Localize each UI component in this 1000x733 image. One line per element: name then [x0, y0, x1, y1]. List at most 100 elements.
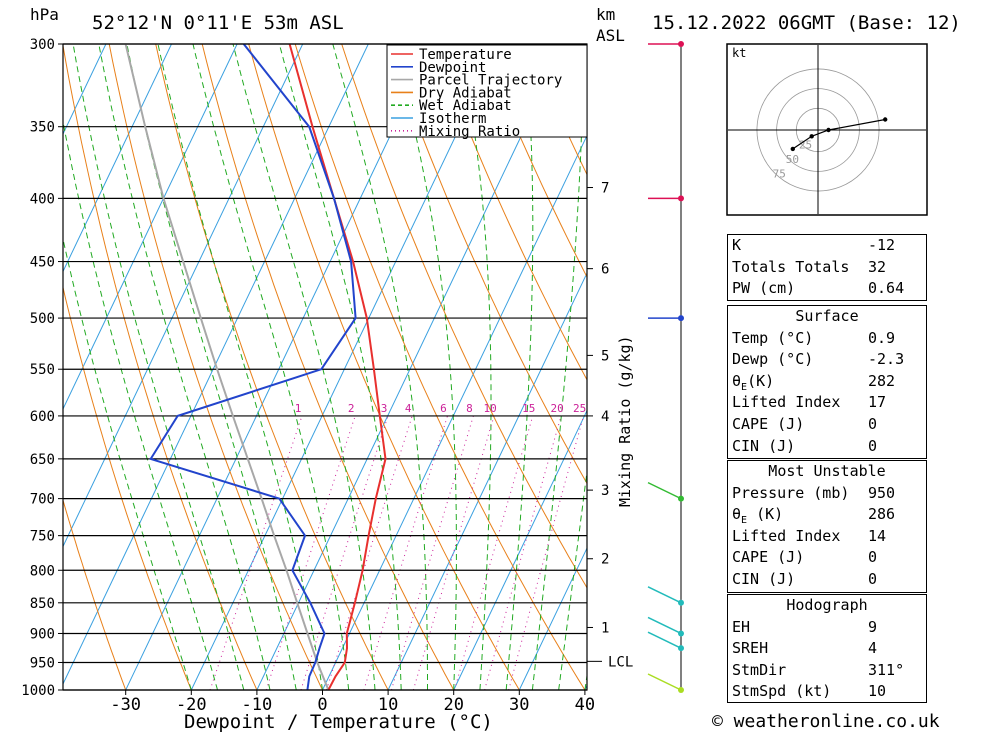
wet-adiabat-line: [126, 44, 297, 690]
legend-entry: Dry Adiabat: [419, 85, 512, 101]
pressure-tick-label: 350: [30, 120, 55, 136]
pressure-tick-label: 950: [30, 655, 55, 671]
hodograph-unit-label: kt: [732, 46, 746, 60]
hodo-stmspd-row: StmSpd (kt) 10: [732, 682, 887, 701]
wet-adiabat-line: [72, 44, 245, 690]
surface-dewp-row: Dewp (°C) -2.3: [732, 350, 905, 369]
most-unstable-panel: Most Unstable Pressure (mb) 950 θE (K) 286…: [727, 460, 927, 593]
isotherm-line: [518, 546, 587, 690]
index-row-totals: Totals Totals 32: [732, 257, 887, 276]
isotherm-line: [387, 271, 587, 690]
isobars: [63, 43, 587, 691]
mixing-ratio-line: [300, 415, 389, 690]
mixing-ratio-label: 25: [573, 402, 586, 415]
temperature-tick-label: 20: [443, 695, 463, 715]
hodo-stmdir-row: StmDir 311°: [732, 660, 905, 679]
temperature-line: [288, 44, 387, 690]
mixing-ratio-label: 10: [483, 402, 496, 415]
pressure-tick-label: 750: [30, 529, 55, 545]
hodograph-stats-panel: Hodograph EH 9 SREH 4 StmDir 311° StmSpd (k…: [727, 594, 927, 703]
hodograph-point: [883, 117, 888, 122]
lcl-label: LCL: [608, 654, 633, 670]
wind-barb: [647, 481, 682, 500]
isotherm-line: [256, 44, 566, 690]
km-tick-label: 2: [601, 552, 609, 568]
dewpoint-line: [149, 44, 357, 690]
asl-label: ASL: [596, 26, 625, 45]
km-tick-label: 1: [601, 620, 609, 636]
mixing-ratio-label: 15: [522, 402, 535, 415]
hodograph-point: [790, 146, 795, 152]
copyright-footer: © weatheronline.co.uk: [712, 711, 940, 732]
dry-adiabat-line: [387, 44, 587, 485]
km-tick-label: 5: [601, 348, 609, 364]
legend-entry: Parcel Trajectory: [419, 73, 562, 89]
mixing-ratio-line: [484, 415, 562, 690]
mu-theta-row: θE (K) 286: [732, 505, 896, 527]
mixing-ratio-label: 8: [466, 402, 473, 415]
hodograph-point: [809, 134, 814, 139]
temperature-tick-label: 0: [317, 695, 327, 715]
legend-entry: Dewpoint: [419, 60, 486, 76]
hodograph-stats-title: Hodograph: [786, 596, 868, 614]
dry-adiabat-line: [63, 498, 127, 690]
legend-entry: Isotherm: [419, 111, 486, 127]
hodograph-point: [826, 127, 831, 133]
surface-cin-row: CIN (J) 0: [732, 436, 878, 455]
km-tick-label: 7: [601, 181, 609, 197]
pressure-tick-label: 300: [30, 37, 55, 53]
pressure-tick-label: 450: [30, 255, 55, 271]
mu-li-row: Lifted Index 14: [732, 526, 887, 545]
index-row-pw: PW (cm) 0.64: [732, 279, 905, 298]
wet-adiabat-line: [505, 44, 534, 690]
plot-frame: [62, 43, 588, 691]
mixing-ratio-label: 2: [348, 402, 355, 415]
temperature-tick-label: -30: [110, 695, 141, 715]
surface-panel: Surface Temp (°C) 0.9 Dewp (°C) -2.3 θE(K)…: [727, 305, 927, 459]
dry-adiabat-line: [434, 44, 587, 381]
pressure-tick-label: 600: [30, 409, 55, 425]
hodo-eh-row: EH 9: [732, 617, 878, 636]
dry-adiabat-line: [248, 44, 520, 690]
surface-temp-row: Temp (°C) 0.9: [732, 328, 896, 347]
mixing-ratio-line: [363, 415, 448, 690]
axes: 3003504004505005506006507007508008509009…: [21, 37, 633, 715]
pressure-tick-label: 500: [30, 311, 55, 327]
pressure-tick-label: 900: [30, 626, 55, 642]
surface-theta-row: θE(K) 282: [732, 371, 896, 393]
pressure-tick-label: 1000: [21, 683, 55, 699]
pressure-tick-label: 650: [30, 452, 55, 468]
isotherm-line: [125, 44, 435, 690]
mu-cin-row: CIN (J) 0: [732, 569, 878, 588]
pressure-tick-label: 400: [30, 191, 55, 207]
legend-entry: Temperature: [419, 47, 512, 63]
hodo-sreh-row: SREH 4: [732, 639, 878, 658]
wet-adiabat-line: [531, 44, 585, 690]
dry-adiabat-line: [201, 44, 455, 690]
wind-barb: [647, 673, 682, 691]
mixing-ratio-label: 4: [405, 402, 412, 415]
temperature-tick-label: 40: [575, 695, 595, 715]
km-tick-label: 6: [601, 262, 609, 278]
hodograph-ring-label: 75: [773, 167, 786, 180]
wet-adiabat-line: [278, 44, 402, 690]
pressure-tick-label: 700: [30, 492, 55, 508]
isotherm-line: [453, 409, 587, 690]
mixing-ratio-label: 3: [381, 402, 388, 415]
temperature-tick-label: -10: [242, 695, 273, 715]
temperature-tick-label: -20: [176, 695, 207, 715]
temperature-tick-label: 30: [509, 695, 529, 715]
dry-adiabat-line: [480, 44, 587, 279]
hodograph-trace: [792, 118, 886, 150]
km-tick-label: 4: [601, 409, 609, 425]
km-label: km: [596, 5, 615, 24]
mixing-ratio-line: [508, 415, 585, 690]
mixing-ratio-label: 1: [295, 402, 302, 415]
legend-entry: Wet Adiabat: [419, 98, 512, 114]
mixing-ratio-label: 6: [440, 402, 447, 415]
km-tick-label: 3: [601, 483, 609, 499]
mu-cape-row: CAPE (J) 0: [732, 548, 878, 567]
wet-adiabat-line: [157, 44, 323, 690]
